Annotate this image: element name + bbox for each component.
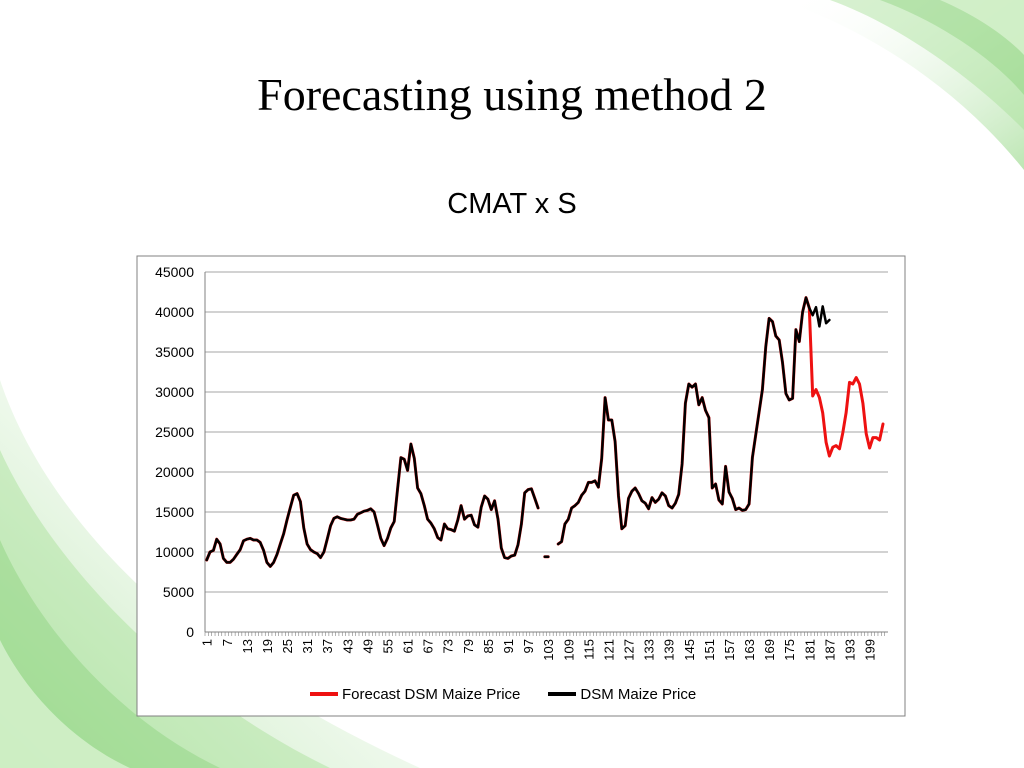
slide-title: Forecasting using method 2 (257, 69, 767, 120)
y-tick-label: 0 (186, 624, 194, 640)
y-tick-label: 35000 (155, 344, 194, 360)
y-axis: 0 5000 10000 15000 20000 25000 30000 35000 40000… (155, 264, 206, 640)
x-tick-label: 55 (380, 639, 395, 653)
x-tick-label: 61 (401, 639, 416, 653)
series-lines (205, 296, 885, 568)
x-tick-label: 115 (581, 639, 596, 660)
chart-title: CMAT x S (447, 188, 577, 220)
y-tick-label: 20000 (155, 464, 194, 480)
x-tick-label: 157 (722, 639, 737, 661)
legend-label-forecast: Forecast DSM Maize Price (342, 685, 521, 703)
x-tick-label: 1 (200, 639, 215, 646)
x-tick-label: 43 (340, 639, 355, 653)
bottom-left-swoosh (0, 380, 420, 768)
x-tick-label: 193 (842, 639, 857, 661)
x-tick-label: 85 (481, 639, 496, 653)
x-tick-label: 7 (220, 639, 235, 646)
x-tick-label: 145 (682, 639, 697, 661)
y-tick-label: 40000 (155, 304, 194, 320)
x-tick-label: 19 (260, 639, 275, 653)
y-tick-label: 5000 (163, 584, 194, 600)
x-tick-label: 139 (662, 639, 677, 661)
x-tick-label: 169 (762, 639, 777, 661)
x-tick-label: 181 (802, 639, 817, 661)
x-tick-label: 133 (642, 639, 657, 661)
y-tick-label: 25000 (155, 424, 194, 440)
y-tick-label: 30000 (155, 384, 194, 400)
legend-swatch-forecast (310, 692, 338, 696)
x-tick-label: 127 (622, 639, 637, 661)
x-tick-label: 25 (280, 639, 295, 653)
x-tick-label: 49 (360, 639, 375, 653)
x-tick-label: 199 (863, 639, 878, 661)
y-tick-label: 15000 (155, 504, 194, 520)
x-axis: 1 7 13 19 25 31 37 43 49 55 61 67 73 79 85 91 97 103 109 11… (200, 632, 885, 661)
x-tick-label: 79 (461, 639, 476, 653)
legend-item-actual: DSM Maize Price (548, 686, 696, 703)
x-tick-label: 31 (300, 639, 315, 653)
y-tick-label: 10000 (155, 544, 194, 560)
x-tick-label: 37 (320, 639, 335, 653)
x-tick-label: 109 (561, 639, 576, 661)
legend-swatch-actual (548, 692, 577, 696)
legend-item-forecast: Forecast DSM Maize Price (310, 686, 520, 703)
x-tick-label: 97 (521, 639, 536, 653)
x-tick-label: 163 (742, 639, 757, 661)
x-tick-label: 121 (601, 639, 616, 661)
chart-frame (136, 255, 906, 717)
top-right-swoosh (780, 0, 1024, 170)
series-line-actual (205, 296, 831, 568)
legend-label-actual: DSM Maize Price (580, 685, 697, 703)
x-tick-label: 151 (702, 639, 717, 661)
x-tick-label: 73 (441, 639, 456, 653)
y-tick-label: 45000 (155, 264, 194, 280)
x-tick-label: 103 (541, 639, 556, 661)
chart-legend: Forecast DSM Maize Price DSM Maize Price (310, 684, 724, 704)
x-tick-label: 175 (782, 639, 797, 661)
x-tick-label: 91 (501, 639, 516, 653)
x-tick-label: 187 (822, 639, 837, 661)
x-tick-label: 13 (240, 639, 255, 653)
x-tick-label: 67 (421, 639, 436, 653)
